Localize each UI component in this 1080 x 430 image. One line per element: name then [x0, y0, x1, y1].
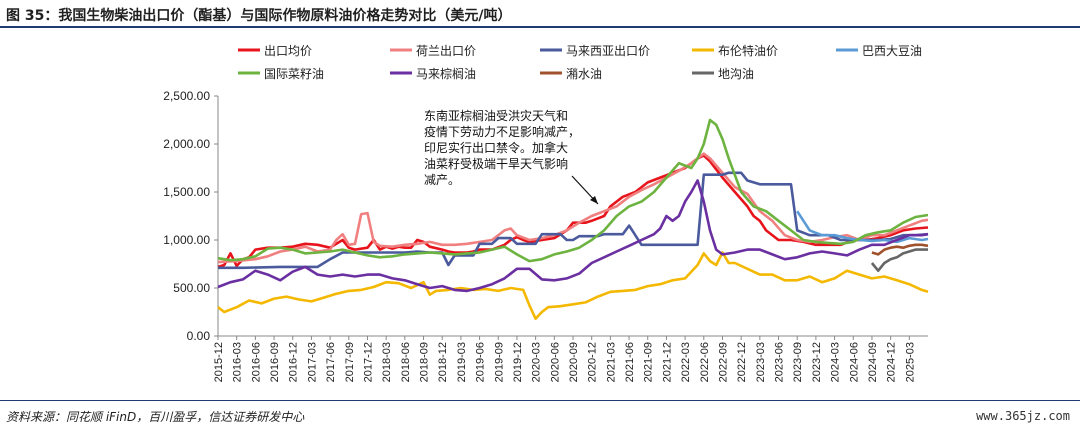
x-tick-label: 2021-06	[624, 342, 636, 382]
legend-label: 潲水油	[566, 67, 602, 81]
x-tick-label: 2024-12	[886, 342, 898, 382]
series-line	[217, 118, 929, 263]
x-tick-label: 2025-03	[904, 342, 916, 382]
x-tick-label: 2020-06	[549, 342, 561, 382]
x-tick-label: 2021-03	[605, 342, 617, 382]
x-tick-label: 2016-09	[269, 342, 281, 382]
source-bar: 资料来源：同花顺 iFinD，百川盈孚，信达证券研发中心 www.365jz.c…	[0, 400, 1080, 430]
x-tick-label: 2017-03	[306, 342, 318, 382]
x-tick-label: 2017-09	[344, 342, 356, 382]
legend-label: 马来棕榈油	[416, 66, 476, 81]
x-tick-label: 2019-09	[493, 342, 505, 382]
y-axis: 0.00 500.00 1,000.00 1,500.00 2,000.00 2,500.…	[163, 89, 219, 343]
legend-label: 出口均价	[264, 44, 312, 58]
series-line	[871, 243, 929, 256]
x-tick-label: 2020-03	[531, 342, 543, 382]
plot-lines	[217, 118, 929, 320]
source-note: 资料来源：同花顺 iFinD，百川盈孚，信达证券研发中心	[6, 410, 305, 424]
x-tick-label: 2016-06	[250, 342, 262, 382]
annotation-line: 减产。	[424, 173, 460, 187]
figure-title: 图 35：我国生物柴油出口价（酯基）与国际作物原料油价格走势对比（美元/吨）	[6, 8, 512, 24]
x-tick-label: 2023-06	[774, 342, 786, 382]
x-tick-label: 2021-12	[661, 342, 673, 382]
x-tick-label: 2017-06	[325, 342, 337, 382]
x-tick-label: 2023-09	[792, 342, 804, 382]
annotation-arrowhead	[590, 196, 598, 204]
x-tick-label: 2015-12	[213, 342, 225, 382]
x-tick-label: 2024-03	[830, 342, 842, 382]
legend-label: 国际菜籽油	[264, 67, 324, 81]
x-tick-label: 2021-09	[643, 342, 655, 382]
x-tick-label: 2022-03	[680, 342, 692, 382]
x-tick-label: 2018-03	[381, 342, 393, 382]
x-tick-label: 2016-12	[288, 342, 300, 382]
legend-label: 荷兰出口价	[416, 44, 476, 58]
x-tick-label: 2022-06	[699, 342, 711, 382]
annotation-line: 油菜籽受极端干旱天气影响	[424, 156, 568, 171]
y-tick-label: 0.00	[187, 329, 211, 343]
x-tick-label: 2024-06	[848, 342, 860, 382]
annotation-line: 东南亚棕榈油受洪灾天气和	[424, 108, 568, 123]
x-tick-label: 2018-06	[400, 342, 412, 382]
annotation-line: 疫情下劳动力不足影响减产，	[424, 124, 580, 139]
y-tick-label: 1,000.00	[163, 233, 210, 247]
x-tick-label: 2018-12	[437, 342, 449, 382]
legend-label: 巴西大豆油	[862, 44, 922, 58]
x-tick-label: 2020-12	[587, 342, 599, 382]
legend-label: 马来西亚出口价	[566, 44, 650, 58]
watermark: www.365jz.com	[976, 409, 1070, 423]
y-tick-label: 2,000.00	[163, 137, 210, 151]
x-tick-label: 2023-12	[811, 342, 823, 382]
x-tick-label: 2017-12	[362, 342, 374, 382]
series-line	[217, 251, 929, 320]
legend-label: 地沟油	[718, 67, 754, 81]
x-tick-label: 2020-09	[568, 342, 580, 382]
x-tick-label: 2016-03	[232, 342, 244, 382]
y-tick-label: 1,500.00	[163, 185, 210, 199]
x-tick-label: 2023-03	[755, 342, 767, 382]
legend-label: 布伦特油价	[718, 43, 778, 58]
annotation-line: 印尼实行出口禁令。加拿大	[424, 140, 568, 155]
chart-annotation: 东南亚棕榈油受洪灾天气和疫情下劳动力不足影响减产，印尼实行出口禁令。加拿大油菜籽…	[424, 108, 599, 205]
x-axis: 2015-12 2016-03 2016-06 2016-09 2016-12 2017-…	[213, 335, 928, 382]
series-line	[218, 171, 929, 270]
x-tick-label: 2022-12	[736, 342, 748, 382]
x-tick-label: 2019-03	[456, 342, 468, 382]
y-tick-label: 500.00	[173, 281, 210, 295]
series-line	[796, 210, 929, 244]
x-tick-label: 2019-06	[475, 342, 487, 382]
x-tick-label: 2022-09	[717, 342, 729, 382]
x-tick-label: 2024-09	[867, 342, 879, 382]
x-tick-label: 2019-12	[512, 342, 524, 382]
series-line	[870, 248, 928, 272]
series-line	[217, 179, 929, 293]
title-bar: 图 35：我国生物柴油出口价（酯基）与国际作物原料油价格走势对比（美元/吨）	[0, 0, 1080, 28]
y-tick-label: 2,500.00	[163, 89, 210, 103]
x-tick-label: 2018-09	[419, 342, 431, 382]
